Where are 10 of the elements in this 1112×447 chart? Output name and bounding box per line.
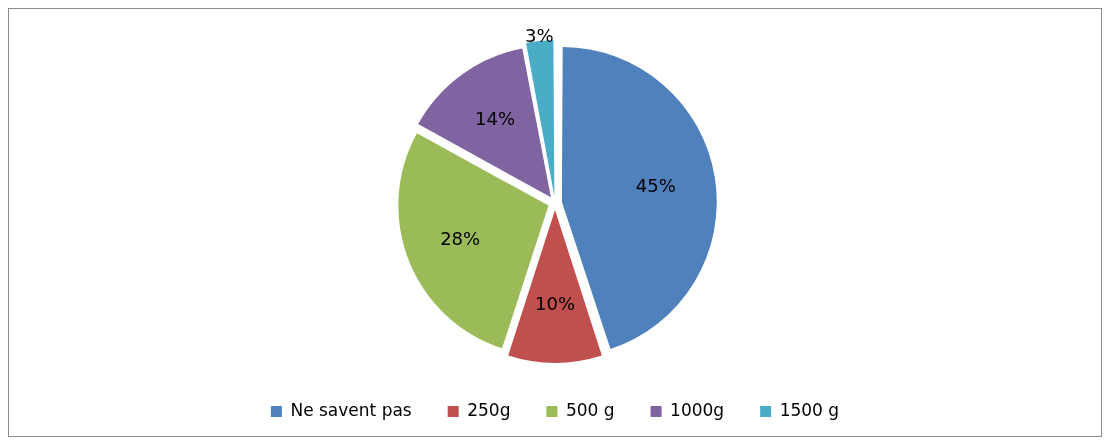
legend-label: 1000g (670, 399, 725, 420)
data-label: 14% (475, 108, 516, 130)
legend-label: 250g (467, 399, 511, 420)
data-label: 3% (525, 25, 554, 47)
data-label: 45% (635, 174, 676, 196)
legend-label: 1500 g (779, 399, 840, 420)
legend-label: 500 g (565, 399, 615, 420)
data-label: 10% (534, 292, 576, 314)
data-label: 28% (440, 228, 481, 250)
legend-label: Ne savent pas (290, 399, 412, 420)
